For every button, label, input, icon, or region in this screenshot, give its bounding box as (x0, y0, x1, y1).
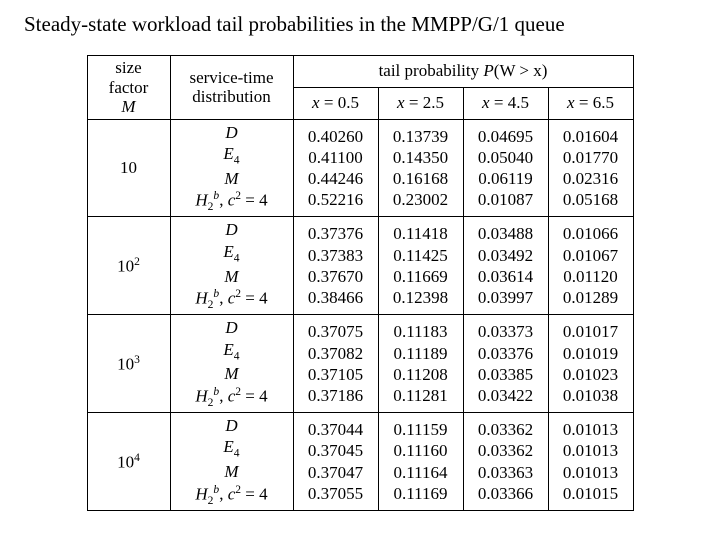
size-factor-cell: 104 (87, 413, 170, 511)
value-cell: 0.01604 0.01770 0.02316 0.05168 (548, 119, 633, 217)
size-factor-cell: 10 (87, 119, 170, 217)
value-cell: 0.03362 0.03362 0.03363 0.03366 (463, 413, 548, 511)
value-cell: 0.01017 0.01019 0.01023 0.01038 (548, 315, 633, 413)
distribution-cell: DE4MH2b, c2 = 4 (170, 119, 293, 217)
distribution-cell: DE4MH2b, c2 = 4 (170, 217, 293, 315)
size-factor-cell: 102 (87, 217, 170, 315)
header-size-factor: size factor M (87, 56, 170, 120)
value-cell: 0.11418 0.11425 0.11669 0.12398 (378, 217, 463, 315)
value-cell: 0.11159 0.11160 0.11164 0.11169 (378, 413, 463, 511)
header-x-1: x = 2.5 (378, 87, 463, 119)
page-title: Steady-state workload tail probabilities… (24, 12, 696, 37)
value-cell: 0.13739 0.14350 0.16168 0.23002 (378, 119, 463, 217)
header-x-3: x = 6.5 (548, 87, 633, 119)
header-x-0: x = 0.5 (293, 87, 378, 119)
tail-probability-table: size factor M service-time distribution … (87, 55, 634, 511)
value-cell: 0.37075 0.37082 0.37105 0.37186 (293, 315, 378, 413)
distribution-cell: DE4MH2b, c2 = 4 (170, 413, 293, 511)
distribution-cell: DE4MH2b, c2 = 4 (170, 315, 293, 413)
value-cell: 0.37376 0.37383 0.37670 0.38466 (293, 217, 378, 315)
value-cell: 0.37044 0.37045 0.37047 0.37055 (293, 413, 378, 511)
value-cell: 0.03488 0.03492 0.03614 0.03997 (463, 217, 548, 315)
value-cell: 0.01013 0.01013 0.01013 0.01015 (548, 413, 633, 511)
value-cell: 0.03373 0.03376 0.03385 0.03422 (463, 315, 548, 413)
value-cell: 0.04695 0.05040 0.06119 0.01087 (463, 119, 548, 217)
value-cell: 0.40260 0.41100 0.44246 0.52216 (293, 119, 378, 217)
header-tail-probability: tail probability P(W > x) (293, 56, 633, 88)
value-cell: 0.01066 0.01067 0.01120 0.01289 (548, 217, 633, 315)
header-x-2: x = 4.5 (463, 87, 548, 119)
size-factor-cell: 103 (87, 315, 170, 413)
value-cell: 0.11183 0.11189 0.11208 0.11281 (378, 315, 463, 413)
header-service-time: service-time distribution (170, 56, 293, 120)
